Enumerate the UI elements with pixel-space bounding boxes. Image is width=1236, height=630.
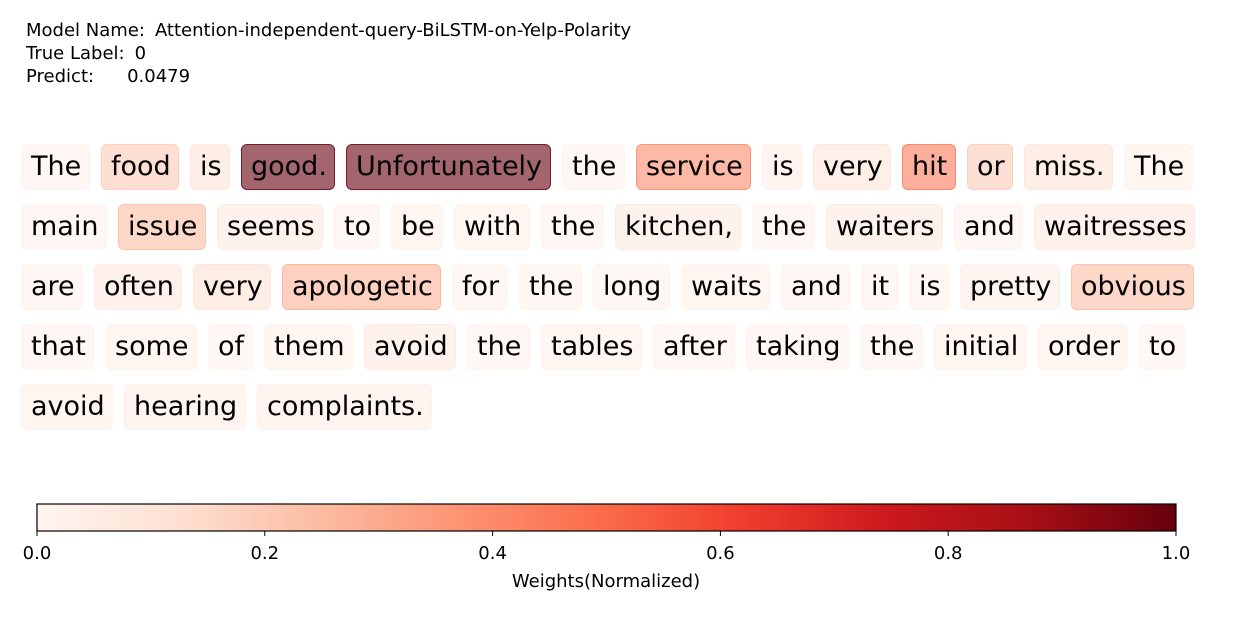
predict-value: 0.0479: [127, 66, 191, 87]
word-token: hearing: [124, 384, 246, 430]
colorbar-ticks: 0.0 0.2 0.4 0.6 0.8 1.0: [23, 531, 1191, 564]
word-token: to: [334, 204, 380, 250]
word-token: issue: [118, 204, 206, 250]
colorbar-tick-label: 0.8: [934, 543, 963, 564]
word-token: of: [208, 324, 253, 370]
word-token: for: [452, 264, 508, 310]
word-token: avoid: [21, 384, 113, 430]
word-token: avoid: [364, 324, 456, 370]
colorbar-tick-label: 0.2: [250, 543, 279, 564]
colorbar-tick-label: 1.0: [1162, 543, 1191, 564]
word-token: complaints.: [257, 384, 432, 430]
word-token: long: [593, 264, 670, 310]
word-token: often: [94, 264, 182, 310]
word-token: pretty: [960, 264, 1060, 310]
word-token: The: [21, 144, 90, 190]
word-token: good.: [241, 144, 335, 190]
prediction-header: Model Name: Attention-independent-query-B…: [26, 19, 631, 88]
word-token: the: [467, 324, 530, 370]
word-token: is: [762, 144, 802, 190]
word-token: tables: [541, 324, 642, 370]
word-token: the: [562, 144, 625, 190]
model-name-value: Attention-independent-query-BiLSTM-on-Ye…: [154, 20, 632, 41]
model-name-label: Model Name:: [26, 20, 145, 41]
word-token: very: [813, 144, 891, 190]
predict-row: Predict: 0.0479: [26, 65, 631, 88]
colorbar-tick-label: 0.6: [706, 543, 735, 564]
word-token: that: [21, 324, 94, 370]
word-token: it: [861, 264, 898, 310]
word-token: the: [519, 264, 582, 310]
word-token: obvious: [1071, 264, 1194, 310]
word-token: waiters: [826, 204, 943, 250]
word-token: or: [967, 144, 1013, 190]
word-token: and: [954, 204, 1023, 250]
word-token: The: [1124, 144, 1193, 190]
word-token: kitchen,: [615, 204, 741, 250]
colorbar-tick-label: 0.4: [478, 543, 507, 564]
colorbar-tick-label: 0.0: [23, 543, 52, 564]
word-token: with: [454, 204, 530, 250]
colorbar-label: Weights(Normalized): [512, 571, 700, 592]
predict-label: Predict:: [26, 66, 95, 87]
word-token: are: [21, 264, 83, 310]
word-token: very: [193, 264, 271, 310]
word-token: the: [752, 204, 815, 250]
word-token: and: [781, 264, 850, 310]
true-label-row: True Label: 0: [26, 42, 631, 65]
word-token: hit: [902, 144, 956, 190]
attention-text-heatmap: The food is good. Unfortunately the service is v…: [21, 144, 1195, 430]
word-token: waits: [681, 264, 770, 310]
word-token: Unfortunately: [346, 144, 551, 190]
colorbar: 0.0 0.2 0.4 0.6 0.8 1.0 Weights(Normalized): [23, 503, 1191, 592]
word-token: them: [264, 324, 353, 370]
word-token: is: [190, 144, 230, 190]
word-token: seems: [217, 204, 323, 250]
word-token: initial: [934, 324, 1027, 370]
word-token: some: [105, 324, 197, 370]
model-name-row: Model Name: Attention-independent-query-B…: [26, 19, 631, 42]
word-token: main: [21, 204, 107, 250]
word-token: waitresses: [1034, 204, 1195, 250]
word-token: miss.: [1024, 144, 1113, 190]
word-token: service: [636, 144, 751, 190]
word-token: be: [391, 204, 443, 250]
true-label-label: True Label:: [26, 43, 125, 64]
word-token: taking: [746, 324, 849, 370]
true-label-value: 0: [134, 43, 147, 64]
colorbar-gradient: [36, 503, 1177, 532]
word-token: the: [541, 204, 604, 250]
word-token: apologetic: [282, 264, 441, 310]
word-token: after: [653, 324, 735, 370]
word-token: food: [101, 144, 179, 190]
word-token: the: [860, 324, 923, 370]
word-token: to: [1139, 324, 1185, 370]
word-token: order: [1038, 324, 1128, 370]
word-token: is: [909, 264, 949, 310]
